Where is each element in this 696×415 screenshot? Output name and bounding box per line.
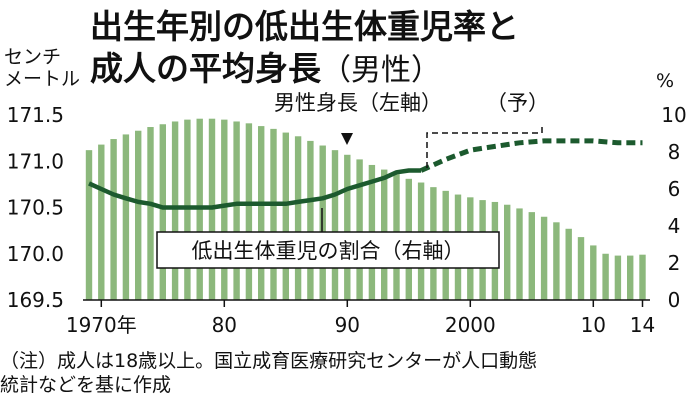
left-tick-label: 170.0 [7,242,64,266]
height-bar [294,136,302,300]
height-bar [627,255,634,300]
height-bar [639,254,646,300]
footnote-line2: 統計などを基に作成 [0,374,172,396]
height-bar [110,139,117,300]
height-bar [147,127,154,301]
height-bar [122,134,130,300]
height-bar [614,255,622,300]
ratio-lines [88,138,643,210]
height-bar [590,245,597,300]
height-bar [516,208,523,300]
chart-title-line2: 成人の平均身長（男性） [90,42,441,90]
height-bar [504,204,511,300]
left-axis-unit-line2: メートル [4,68,81,90]
right-tick-label: 8 [668,140,681,164]
ratio-forecast-line [420,138,643,173]
height-bar [98,144,105,300]
ratio-label-box [156,231,500,269]
pointer-arrow-icon [341,133,353,145]
annotations: 男性身長（左軸） （予） 低出生体重児の割合（右軸） [156,91,549,269]
height-bar [85,150,93,300]
left-tick-label: 171.5 [7,103,64,127]
x-tick-label: 10 [581,313,606,337]
height-bar [233,121,240,300]
x-tick-label: 90 [335,313,360,337]
right-tick-label: 10 [661,103,686,127]
x-axis: 1970年 80 90 2000 10 14 [66,300,655,337]
height-bar [171,121,179,300]
height-bar [602,253,609,300]
left-tick-label: 169.5 [7,288,64,312]
height-bar [344,154,351,300]
x-tick-label: 1970年 [66,313,137,337]
right-axis: 10 8 6 4 2 0 [661,103,686,312]
height-bar [540,216,548,300]
height-bar [184,119,191,300]
ratio-series-label: 低出生体重児の割合（右軸） [192,239,465,263]
chart-title-line1: 出生年別の低出生体重児率と [90,7,519,46]
height-bar [528,212,535,300]
chart-title-main: 成人の平均身長 [90,49,321,88]
height-bar [282,132,289,300]
left-axis: 171.5 171.0 170.5 170.0 169.5 [7,103,64,312]
height-bar [565,228,572,300]
x-tick-label: 2000 [445,313,496,337]
right-tick-label: 4 [668,214,681,238]
x-tick-label: 14 [630,313,655,337]
height-bar [221,119,228,300]
height-bar [245,123,253,300]
height-bar [258,126,265,300]
height-bar [577,237,585,300]
height-bar [135,130,142,300]
forecast-leader-line [426,124,543,168]
right-tick-label: 6 [668,177,681,201]
footnote-line1: （注）成人は18歳以上。国立成育医療研究センターが人口動態 [0,350,538,372]
right-tick-label: 2 [668,251,681,275]
x-tick-label: 80 [212,313,237,337]
height-bar [553,222,560,300]
forecast-label: （予） [486,91,549,115]
left-axis-unit-line1: センチ [4,46,62,68]
height-bar [159,124,166,300]
height-series-label: 男性身長（左軸） [274,91,442,115]
height-bar [356,159,363,300]
left-tick-label: 171.0 [7,149,64,173]
height-bar [331,150,339,300]
right-tick-label: 0 [668,288,681,312]
height-bar [307,140,314,300]
left-tick-label: 170.5 [7,196,64,220]
chart-title-paren: （男性） [321,53,441,88]
right-axis-unit: % [656,70,675,92]
height-bar [270,128,277,300]
ratio-line [88,168,422,210]
